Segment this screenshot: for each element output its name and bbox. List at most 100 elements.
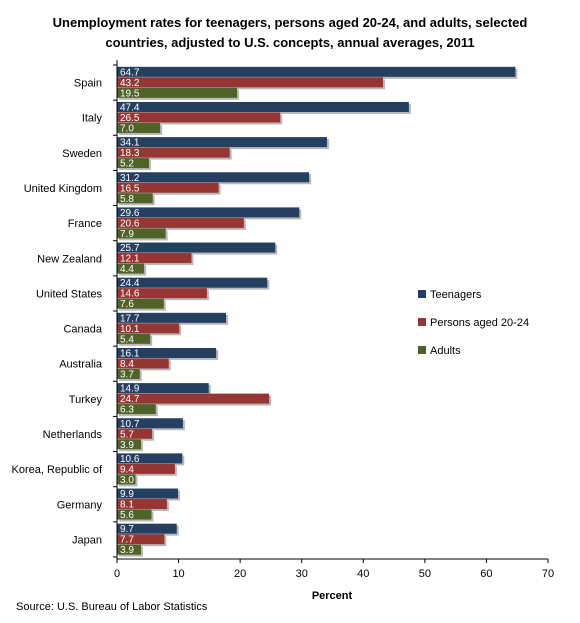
data-label: 34.1 [120, 138, 140, 149]
data-label: 5.2 [120, 159, 134, 170]
data-label: 5.6 [120, 510, 134, 521]
bar [117, 393, 270, 404]
plot-area: Spain 64.743.219.5 Italy 47.426.57.0 Sweden 3… [12, 60, 554, 580]
bar [117, 333, 151, 344]
data-label: 9.9 [120, 489, 134, 500]
data-label: 26.5 [120, 113, 140, 124]
bar [117, 147, 230, 158]
data-label: 10.6 [120, 454, 140, 465]
bar [117, 534, 165, 545]
data-label: 10.1 [120, 324, 140, 335]
bar [117, 77, 383, 88]
data-label: 9.7 [120, 524, 134, 535]
data-label: 3.7 [120, 369, 134, 380]
data-label: 24.7 [120, 394, 140, 405]
data-label: 8.1 [120, 500, 134, 511]
data-label: 24.4 [120, 278, 140, 289]
bar [117, 158, 150, 169]
bar [117, 253, 192, 264]
legend-swatch [418, 290, 426, 298]
legend-label: Persons aged 20-24 [430, 317, 529, 329]
bar [117, 263, 145, 274]
legend-swatch [418, 318, 426, 326]
data-label: 7.0 [120, 123, 134, 134]
category-label: Germany [57, 499, 103, 511]
data-label: 8.4 [120, 359, 134, 370]
category-label: Turkey [69, 394, 103, 406]
category-label: Australia [59, 359, 103, 371]
chart-title-line-1: Unemployment rates for teenagers, person… [53, 15, 528, 30]
bar [117, 228, 166, 239]
data-label: 16.5 [120, 183, 140, 194]
bar [117, 418, 183, 429]
data-label: 9.4 [120, 464, 134, 475]
bar [117, 347, 217, 358]
bar [117, 277, 268, 288]
bar [117, 509, 152, 520]
category-label: Korea, Republic of [12, 464, 103, 476]
data-label: 3.9 [120, 545, 134, 556]
x-tick-label: 50 [419, 568, 431, 580]
bar [117, 428, 153, 439]
data-label: 4.4 [120, 264, 134, 275]
data-label: 16.1 [120, 348, 140, 359]
bar [117, 137, 327, 148]
chart-title-line-2: countries, adjusted to U.S. concepts, an… [105, 35, 474, 50]
bar [117, 172, 310, 183]
source-note: Source: U.S. Bureau of Labor Statistics [16, 601, 208, 613]
bar [117, 453, 183, 464]
bar [117, 523, 177, 534]
x-tick-label: 10 [172, 568, 184, 580]
data-label: 3.0 [120, 475, 134, 486]
data-label: 10.7 [120, 419, 140, 430]
data-label: 14.9 [120, 384, 140, 395]
category-label: United States [36, 288, 103, 300]
bar [117, 298, 164, 309]
bar [117, 439, 142, 450]
bar [117, 112, 281, 123]
bar [117, 474, 136, 485]
bar [117, 87, 238, 98]
bar [117, 383, 209, 394]
data-label: 25.7 [120, 243, 140, 254]
category-label: Canada [63, 324, 102, 336]
legend-label: Teenagers [430, 289, 482, 301]
bar [117, 488, 178, 499]
data-label: 47.4 [120, 102, 140, 113]
bar [117, 288, 207, 299]
data-label: 31.2 [120, 173, 140, 184]
data-label: 14.6 [120, 289, 140, 300]
legend-label: Adults [430, 345, 461, 357]
data-label: 64.7 [120, 67, 140, 78]
bar [117, 101, 409, 112]
category-label: Italy [82, 113, 103, 125]
bar [117, 358, 169, 369]
category-label: United Kingdom [24, 183, 102, 195]
data-label: 17.7 [120, 313, 140, 324]
bar [117, 499, 167, 510]
bar [117, 368, 140, 379]
x-tick-label: 30 [296, 568, 308, 580]
x-tick-label: 70 [542, 568, 554, 580]
data-label: 7.7 [120, 535, 134, 546]
bar [117, 122, 161, 133]
legend: Teenagers Persons aged 20-24 Adults [418, 289, 529, 357]
bar [117, 66, 516, 77]
category-label: Japan [72, 534, 102, 546]
x-axis-title: Percent [312, 590, 353, 602]
bar [117, 242, 276, 253]
data-label: 6.3 [120, 405, 134, 416]
bar [117, 182, 219, 193]
data-label: 12.1 [120, 254, 140, 265]
bar [117, 463, 175, 474]
x-tick-label: 60 [480, 568, 492, 580]
data-label: 7.9 [120, 229, 134, 240]
data-label: 29.6 [120, 208, 140, 219]
data-label: 20.6 [120, 218, 140, 229]
category-label: New Zealand [37, 253, 102, 265]
x-tick-label: 20 [234, 568, 246, 580]
category-label: Sweden [62, 148, 102, 160]
x-tick-label: 0 [114, 568, 120, 580]
bar [117, 217, 244, 228]
